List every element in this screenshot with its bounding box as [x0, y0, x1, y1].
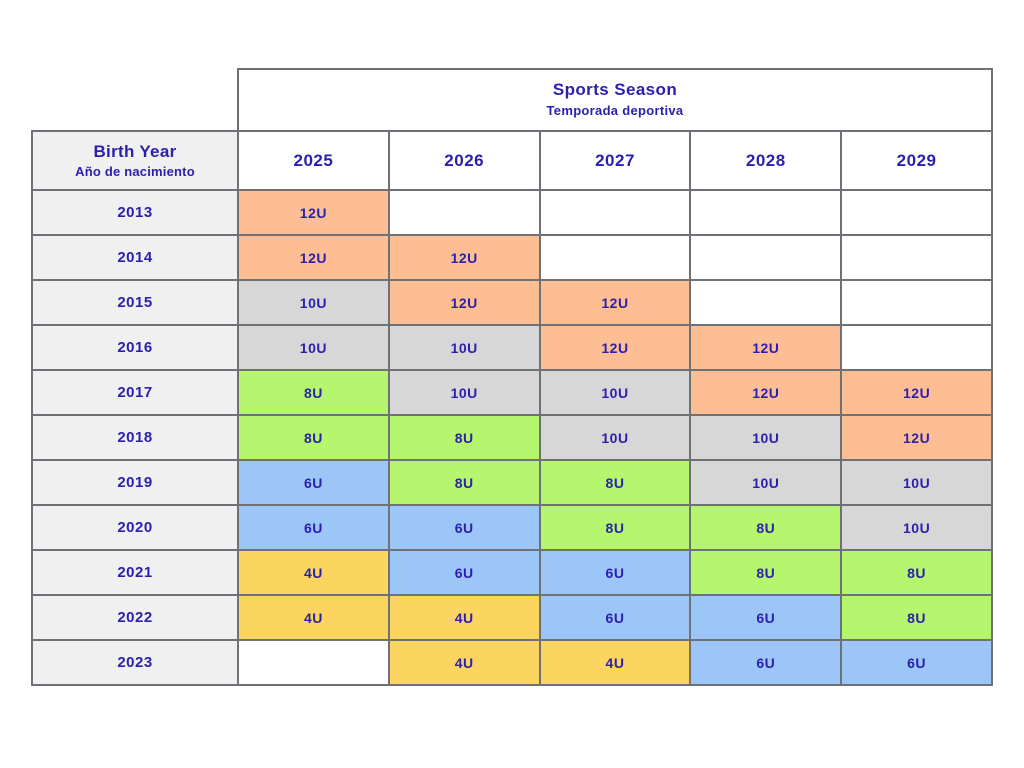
division-cell-8u: 8U: [387, 459, 541, 506]
age-division-table: Sports Season Temporada deportiva Birth …: [31, 68, 993, 686]
season-column-header: 2026: [387, 130, 541, 191]
division-cell-6u: 6U: [237, 504, 390, 551]
empty-cell: [538, 234, 692, 281]
division-cell-8u: 8U: [387, 414, 541, 461]
division-cell-8u: 8U: [538, 504, 692, 551]
birth-year-label: 2022: [31, 594, 239, 641]
division-cell-4u: 4U: [237, 549, 390, 596]
division-cell-12u: 12U: [237, 189, 390, 236]
table-row: 2013 12U: [31, 189, 993, 236]
division-cell-10u: 10U: [387, 369, 541, 416]
table-row: 2014 12U 12U: [31, 234, 993, 281]
birth-year-header: Birth Year Año de nacimiento: [31, 130, 239, 191]
empty-cell: [689, 189, 843, 236]
division-cell-8u: 8U: [538, 459, 692, 506]
division-cell-8u: 8U: [840, 549, 993, 596]
empty-cell: [237, 639, 390, 686]
empty-cell: [689, 234, 843, 281]
division-cell-12u: 12U: [538, 324, 692, 371]
birth-year-label: 2019: [31, 459, 239, 506]
empty-cell: [689, 279, 843, 326]
season-column-header: 2027: [538, 130, 692, 191]
birth-year-label: 2015: [31, 279, 239, 326]
season-title: Sports Season: [552, 80, 678, 100]
division-cell-10u: 10U: [538, 369, 692, 416]
division-cell-10u: 10U: [538, 414, 692, 461]
division-cell-10u: 10U: [689, 459, 843, 506]
birth-year-subtitle: Año de nacimiento: [75, 164, 195, 180]
table-row: 2019 6U 8U 8U 10U 10U: [31, 459, 993, 506]
division-cell-8u: 8U: [237, 369, 390, 416]
birth-year-label: 2021: [31, 549, 239, 596]
division-cell-6u: 6U: [538, 594, 692, 641]
division-cell-4u: 4U: [387, 639, 541, 686]
division-cell-10u: 10U: [237, 279, 390, 326]
seasons-header-row: Birth Year Año de nacimiento 2025 2026 202…: [31, 130, 993, 191]
empty-cell: [840, 279, 993, 326]
birth-year-label: 2020: [31, 504, 239, 551]
season-header: Sports Season Temporada deportiva: [237, 68, 993, 130]
birth-year-title: Birth Year: [93, 141, 177, 161]
division-cell-8u: 8U: [840, 594, 993, 641]
table-row: 2018 8U 8U 10U 10U 12U: [31, 414, 993, 461]
birth-year-label: 2018: [31, 414, 239, 461]
birth-year-label: 2013: [31, 189, 239, 236]
division-cell-4u: 4U: [387, 594, 541, 641]
table-row: 2022 4U 4U 6U 6U 8U: [31, 594, 993, 641]
empty-cell: [840, 189, 993, 236]
division-cell-12u: 12U: [387, 279, 541, 326]
season-column-header: 2025: [237, 130, 390, 191]
table-row: 2023 4U 4U 6U 6U: [31, 639, 993, 686]
division-cell-6u: 6U: [689, 639, 843, 686]
division-cell-12u: 12U: [840, 369, 993, 416]
table-row: 2015 10U 12U 12U: [31, 279, 993, 326]
division-cell-4u: 4U: [538, 639, 692, 686]
season-column-header: 2029: [840, 130, 993, 191]
division-cell-12u: 12U: [538, 279, 692, 326]
division-cell-6u: 6U: [237, 459, 390, 506]
empty-cell: [840, 324, 993, 371]
division-cell-8u: 8U: [237, 414, 390, 461]
division-grid: Birth Year Año de nacimiento 2025 2026 202…: [31, 130, 993, 686]
division-cell-10u: 10U: [689, 414, 843, 461]
division-cell-6u: 6U: [840, 639, 993, 686]
division-cell-6u: 6U: [538, 549, 692, 596]
division-cell-4u: 4U: [237, 594, 390, 641]
empty-cell: [538, 189, 692, 236]
empty-cell: [840, 234, 993, 281]
division-cell-10u: 10U: [840, 459, 993, 506]
division-cell-12u: 12U: [689, 369, 843, 416]
season-column-header: 2028: [689, 130, 843, 191]
table-row: 2017 8U 10U 10U 12U 12U: [31, 369, 993, 416]
division-cell-12u: 12U: [840, 414, 993, 461]
division-cell-10u: 10U: [237, 324, 390, 371]
birth-year-label: 2017: [31, 369, 239, 416]
division-cell-6u: 6U: [387, 549, 541, 596]
division-cell-6u: 6U: [689, 594, 843, 641]
empty-cell: [387, 189, 541, 236]
table-row: 2021 4U 6U 6U 8U 8U: [31, 549, 993, 596]
division-cell-10u: 10U: [840, 504, 993, 551]
division-cell-10u: 10U: [387, 324, 541, 371]
birth-year-label: 2016: [31, 324, 239, 371]
division-cell-12u: 12U: [237, 234, 390, 281]
birth-year-label: 2014: [31, 234, 239, 281]
table-row: 2020 6U 6U 8U 8U 10U: [31, 504, 993, 551]
division-cell-8u: 8U: [689, 549, 843, 596]
division-cell-12u: 12U: [689, 324, 843, 371]
birth-year-label: 2023: [31, 639, 239, 686]
division-cell-6u: 6U: [387, 504, 541, 551]
table-row: 2016 10U 10U 12U 12U: [31, 324, 993, 371]
division-cell-8u: 8U: [689, 504, 843, 551]
division-cell-12u: 12U: [387, 234, 541, 281]
season-subtitle: Temporada deportiva: [546, 102, 684, 118]
